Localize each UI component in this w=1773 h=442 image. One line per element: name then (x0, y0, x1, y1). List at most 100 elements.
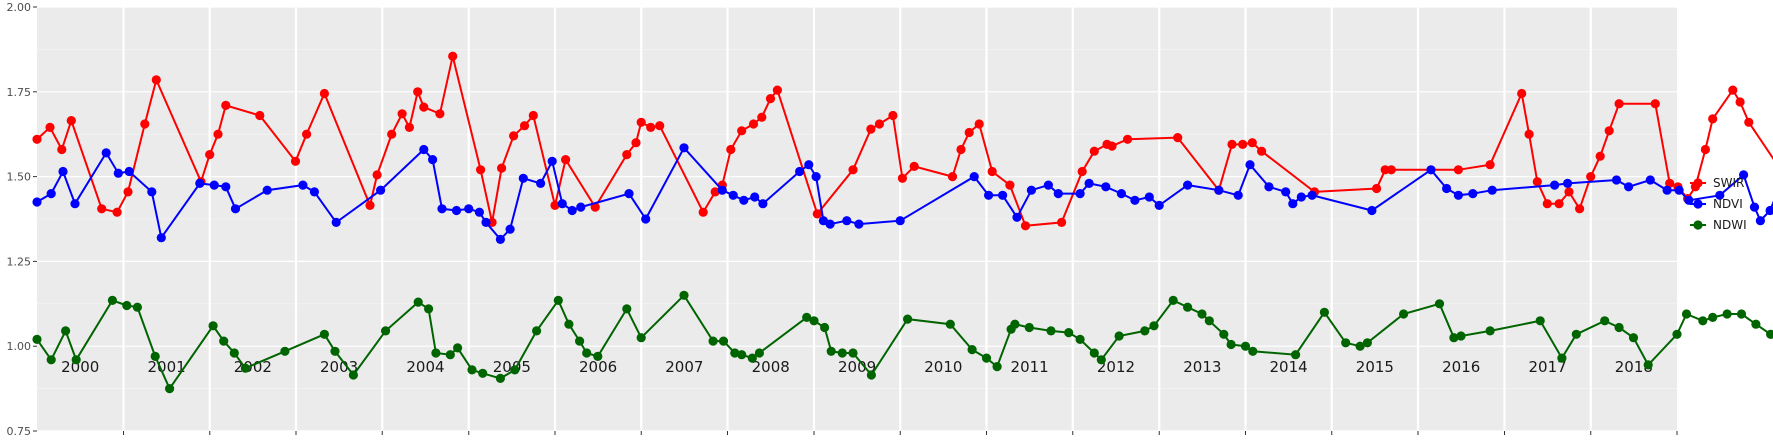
swir-point (964, 127, 974, 138)
ndvi-point (1426, 165, 1436, 175)
swir-point (765, 94, 776, 104)
year-label: 2006 (579, 358, 617, 376)
swir-point (519, 121, 530, 131)
swir-point (947, 172, 958, 182)
ndvi-point (557, 199, 567, 209)
ndvi-point (1715, 190, 1725, 200)
year-label: 2015 (1356, 358, 1394, 376)
y-axis: 0.75 1.00 1.25 1.50 1.75 2.00 (7, 1, 37, 438)
ndvi-point (331, 217, 341, 227)
ndvi-point (969, 172, 979, 182)
ndvi-point (1307, 190, 1317, 200)
year-label: 2014 (1270, 358, 1308, 376)
ndvi-point (464, 204, 474, 214)
ndwi-point (1024, 322, 1034, 333)
swir-point (1107, 141, 1117, 151)
ndvi-point (309, 187, 319, 197)
ndwi-point (330, 346, 340, 356)
swir-point (397, 109, 407, 119)
swir-point (710, 187, 720, 197)
ndvi-point (474, 207, 484, 217)
swir-point (646, 122, 656, 132)
ndvi-point (230, 204, 241, 214)
ndwi-point (381, 326, 391, 336)
swir-point (561, 155, 571, 165)
year-label: 2017 (1529, 358, 1567, 376)
swir-point (1257, 146, 1267, 156)
ndvi-point (1367, 205, 1377, 216)
ndvi-point (1116, 189, 1126, 199)
swir-point (1586, 172, 1596, 182)
ndwi-point (582, 348, 592, 358)
legend-label-swir: SWIR (1713, 176, 1744, 190)
ndvi-point (1442, 183, 1452, 194)
swir-point (909, 161, 919, 171)
ndwi-point (122, 300, 132, 311)
swir-point (123, 187, 133, 197)
ndwi-point (636, 333, 646, 343)
ndvi-point (717, 185, 727, 195)
ndwi-point (992, 362, 1002, 372)
ndvi-point (854, 219, 864, 229)
ndwi-point (467, 365, 477, 375)
ndwi-point (747, 353, 757, 363)
ndwi-point (71, 355, 81, 365)
ndvi-point (1281, 187, 1291, 197)
ndwi-point (1075, 334, 1085, 344)
swir-point (1728, 85, 1738, 95)
ndwi-point (1183, 302, 1193, 312)
swir-point (1744, 117, 1754, 127)
ndvi-point (984, 190, 994, 200)
ndvi-point (1453, 190, 1463, 200)
ndwi-point (1672, 329, 1682, 339)
swir-point (528, 110, 538, 121)
ndvi-point (1662, 185, 1672, 195)
ndwi-point (1140, 326, 1150, 336)
ndvi-point (419, 144, 429, 155)
ndwi-point (1362, 338, 1372, 348)
ndvi-point (209, 180, 219, 190)
swir-point (631, 138, 641, 148)
swir-point (221, 100, 231, 110)
ndwi-point (1708, 312, 1718, 322)
swir-point (1575, 204, 1585, 214)
ndwi-point (981, 353, 992, 363)
swir-point (812, 209, 822, 219)
swir-point (698, 207, 708, 217)
ndvi-point (1550, 180, 1560, 190)
ndwi-point (903, 314, 913, 324)
ndvi-point (58, 166, 68, 177)
ndwi-point (1535, 316, 1545, 326)
y-tick-label: 1.50 (7, 171, 32, 184)
ndwi-point (754, 348, 765, 358)
ndwi-point (1434, 299, 1445, 309)
ndwi-point (1681, 309, 1692, 319)
ndvi-point (1012, 212, 1022, 222)
ndvi-point (221, 182, 231, 192)
ndwi-point (431, 348, 441, 358)
ndvi-point (147, 187, 157, 197)
swir-point (737, 126, 747, 136)
swir-point (590, 202, 600, 212)
ndwi-point (348, 370, 358, 380)
series-layer (32, 51, 1773, 394)
ndwi-point (1046, 326, 1056, 336)
ndvi-point (428, 155, 438, 165)
swir-point (205, 150, 215, 160)
ndvi-point (728, 190, 738, 200)
swir-point (151, 75, 161, 85)
year-label: 2013 (1183, 358, 1221, 376)
legend-label-ndwi: NDWI (1713, 218, 1747, 232)
ndwi-point (319, 329, 329, 339)
ndwi-point (1355, 341, 1365, 351)
year-label: 2007 (665, 358, 703, 376)
ndwi-point (1089, 348, 1099, 358)
ndvi-point (1611, 175, 1622, 185)
ndvi-point (624, 189, 634, 199)
swir-point (636, 117, 646, 127)
swir-point (726, 144, 736, 155)
ndwi-point (1399, 309, 1409, 319)
year-separators (122, 7, 1592, 431)
swir-point (1604, 126, 1614, 136)
swir-point (387, 129, 397, 139)
